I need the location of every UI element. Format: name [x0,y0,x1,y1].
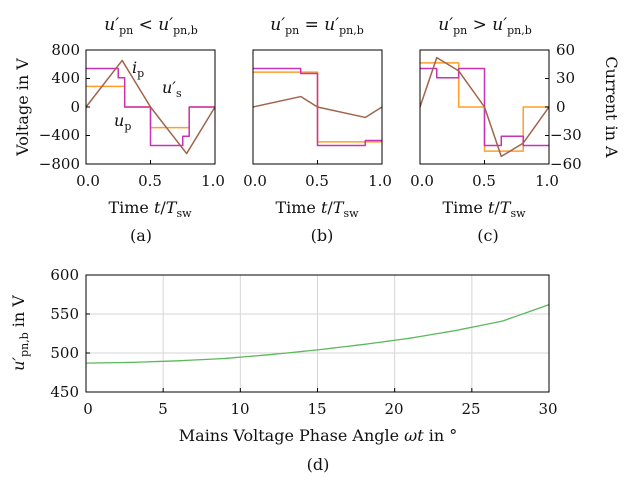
series-up-line-b [253,67,382,147]
ticks-b [252,160,383,164]
y-tick-label: 800 [51,41,80,59]
current-axis-label: Current in A [602,56,621,158]
x-axis-label-b: Time t/Tsw [275,198,359,220]
x-tick-label: 0.0 [243,172,267,190]
panel-label-a: (a) [130,226,152,245]
y-right-tick-label: −60 [550,155,582,173]
up-label: up [114,111,131,133]
plot-c-series [419,56,550,158]
panel-label-b: (b) [311,226,334,245]
panel-label-d: (d) [307,455,330,474]
ticks-a [85,49,216,165]
x-tick-label: 0 [83,400,93,418]
y-tick-label: 400 [51,69,80,87]
x-tick-label: 30 [538,400,557,418]
y-tick-label: −400 [39,126,80,144]
x-tick-label: 15 [307,400,326,418]
x-tick-label: 10 [230,400,249,418]
x-tick-label: 1.0 [368,172,392,190]
x-tick-label: 5 [158,400,168,418]
plot-area-d [85,274,550,393]
plot-area-c [419,49,550,165]
panel-a-title: u′pn < u′pn,b [104,15,198,37]
x-tick-label: 0.0 [410,172,434,190]
x-tick-label: 0.0 [76,172,100,190]
x-axis-label-d: Mains Voltage Phase Angle ωt in ° [179,426,457,445]
series-mains-line [85,304,550,364]
series-ip-line-a [85,59,216,155]
x-tick-label: 0.5 [472,172,496,190]
ticks-c [419,49,550,165]
x-tick-label: 20 [384,400,403,418]
y-tick-label: 0 [70,98,80,116]
plot-area-b [252,49,383,165]
y-tick-label: 500 [50,344,79,362]
grid-d [85,274,550,393]
plot-a-series [85,59,216,155]
voltage-axis-label: Voltage in V [13,58,32,157]
plot-d-series [85,304,550,364]
us-label: u′s [162,78,182,100]
plot-frame-d [85,274,550,393]
plot-area-a [85,49,216,165]
y-right-tick-label: −30 [550,126,582,144]
x-tick-label: 0.5 [305,172,329,190]
y-tick-label: 450 [50,383,79,401]
y-right-tick-label: 0 [556,98,566,116]
panel-c-title: u′pn > u′pn,b [438,15,532,37]
series-up-line-a [86,67,215,147]
y-right-tick-label: 30 [556,69,575,87]
x-axis-label-a: Time t/Tsw [108,198,192,220]
y-tick-label: 550 [50,305,79,323]
x-axis-label-c: Time t/Tsw [442,198,526,220]
y-right-tick-label: 60 [556,41,575,59]
panel-b-title: u′pn = u′pn,b [270,15,364,37]
x-tick-label: 1.0 [535,172,559,190]
x-tick-label: 25 [461,400,480,418]
ip-label: ip [132,58,144,80]
panel-label-c: (c) [477,226,498,245]
series-ip-line-c [419,56,550,158]
x-tick-label: 0.5 [138,172,162,190]
y-tick-label: −800 [39,155,80,173]
y-tick-label: 600 [50,266,79,284]
x-tick-label: 1.0 [201,172,225,190]
series-ip-line-b [252,95,383,119]
plot-b-series [252,67,383,147]
y-axis-label-d: u′pn,b in V [9,295,31,371]
